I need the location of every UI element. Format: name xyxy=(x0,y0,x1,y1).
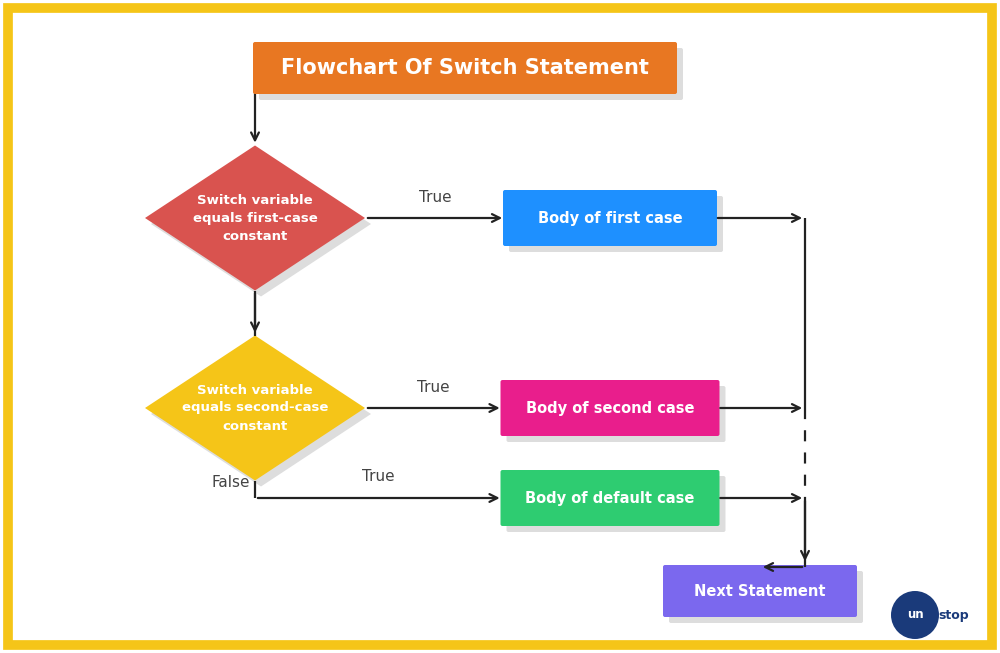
Text: un: un xyxy=(907,609,923,622)
Circle shape xyxy=(891,591,939,639)
Text: Body of default case: Body of default case xyxy=(525,490,695,505)
FancyBboxPatch shape xyxy=(501,470,720,526)
Polygon shape xyxy=(151,151,371,296)
FancyBboxPatch shape xyxy=(259,48,683,100)
Text: False: False xyxy=(212,475,250,490)
Text: Body of first case: Body of first case xyxy=(538,210,682,225)
Text: Body of second case: Body of second case xyxy=(526,400,694,415)
FancyBboxPatch shape xyxy=(8,8,992,645)
FancyBboxPatch shape xyxy=(503,190,717,246)
Text: True: True xyxy=(419,190,451,205)
Polygon shape xyxy=(145,146,365,291)
FancyBboxPatch shape xyxy=(506,386,725,442)
Text: Switch variable
equals first-case
constant: Switch variable equals first-case consta… xyxy=(193,193,317,242)
FancyBboxPatch shape xyxy=(253,42,677,94)
Text: Switch variable
equals second-case
constant: Switch variable equals second-case const… xyxy=(182,383,328,432)
Polygon shape xyxy=(145,336,365,481)
Text: Next Statement: Next Statement xyxy=(694,584,826,599)
FancyBboxPatch shape xyxy=(669,571,863,623)
FancyBboxPatch shape xyxy=(663,565,857,617)
Text: True: True xyxy=(417,380,450,395)
Text: stop: stop xyxy=(938,609,969,622)
FancyBboxPatch shape xyxy=(501,380,720,436)
Text: True: True xyxy=(362,469,395,484)
FancyBboxPatch shape xyxy=(506,476,725,532)
Polygon shape xyxy=(151,342,371,486)
FancyBboxPatch shape xyxy=(509,196,723,252)
Text: Flowchart Of Switch Statement: Flowchart Of Switch Statement xyxy=(281,58,649,78)
